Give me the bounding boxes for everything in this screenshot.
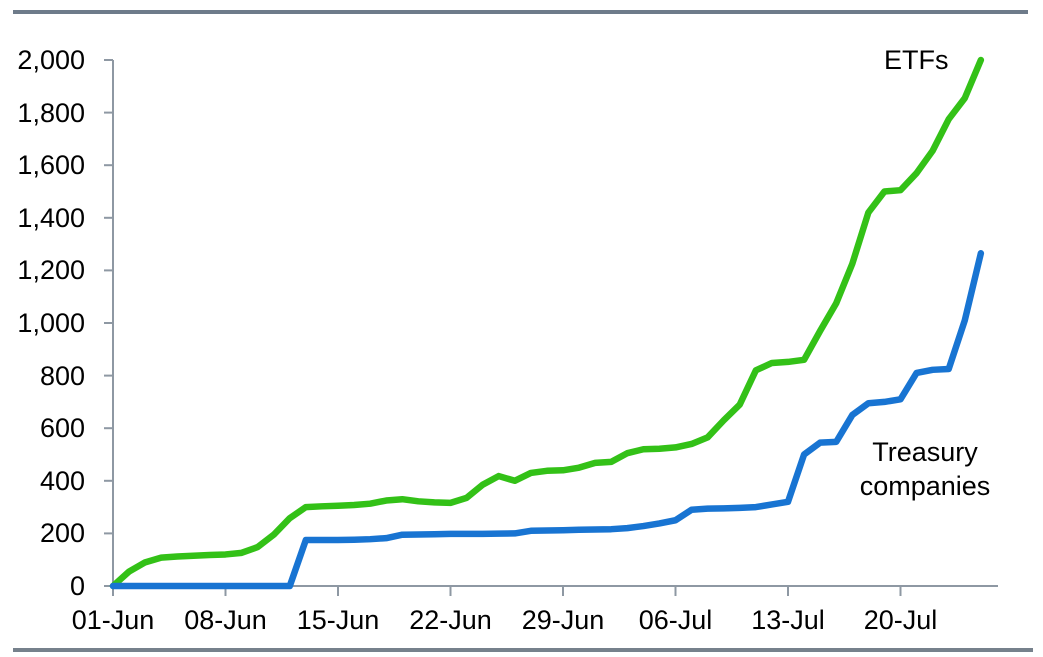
- bottom-border-rule: [13, 648, 1033, 652]
- etfs-line: [109, 56, 985, 590]
- top-border-rule: [13, 10, 1028, 14]
- x-axis-tick-label: 06-Jul: [638, 605, 713, 635]
- y-axis-tick-label: 1,800: [17, 97, 85, 128]
- y-axis-tick-label: 1,400: [17, 202, 85, 233]
- x-axis-tick-label: 20-Jul: [863, 605, 938, 635]
- treasury-series-label: Treasury companies: [859, 437, 991, 501]
- y-axis-tick-label: 400: [39, 465, 85, 496]
- y-axis-tick-label: 200: [39, 518, 85, 549]
- x-axis-tick-label: 22-Jun: [409, 605, 492, 635]
- x-axis-tick-label: 01-Jun: [71, 605, 155, 635]
- y-axis-tick-label: 2,000: [17, 45, 85, 75]
- axes: [104, 59, 998, 596]
- x-axis-tick-label: 08-Jun: [184, 605, 267, 635]
- y-axis-tick-label: 600: [39, 413, 85, 444]
- y-axis-tick-label: 800: [39, 360, 85, 391]
- chart-series: [109, 56, 985, 590]
- x-axis-tick-label: 29-Jun: [521, 605, 605, 635]
- treasury-companies-line: [109, 250, 985, 590]
- etfs-series-label: ETFs: [884, 45, 949, 75]
- y-axis-tick-label: 1,000: [17, 308, 85, 338]
- y-axis-tick-label: 1,600: [17, 150, 85, 181]
- x-axis-tick-label: 15-Jun: [296, 605, 380, 635]
- x-axis-tick-label: 13-Jul: [751, 605, 825, 635]
- y-axis-tick-label: 0: [69, 571, 85, 601]
- y-axis-tick-label: 1,200: [17, 255, 85, 286]
